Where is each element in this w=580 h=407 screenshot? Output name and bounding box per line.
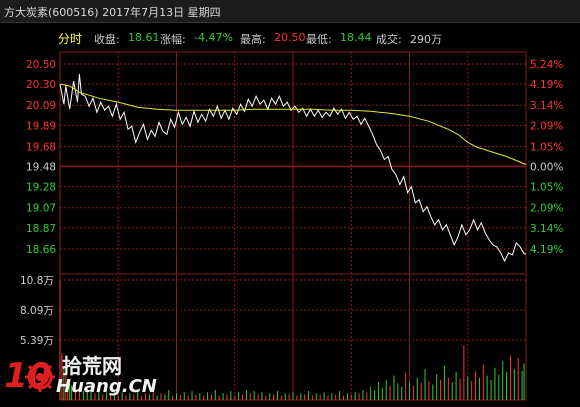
percent-tick-label: 2.09% bbox=[530, 203, 563, 215]
price-tick-label: 19.48 bbox=[26, 162, 56, 174]
volume-tick-label: 8.09万 bbox=[20, 305, 54, 317]
percent-tick-label: 5.24% bbox=[530, 59, 563, 71]
stock-name: 方大炭素 bbox=[4, 6, 48, 19]
percent-tick-label: 4.19% bbox=[530, 79, 563, 91]
price-line bbox=[59, 74, 526, 263]
title-bar: 方大炭素(600516) 2017年7月13日 星期四 bbox=[0, 0, 580, 23]
high-value: 20.50 bbox=[274, 31, 306, 44]
title-text: 方大炭素(600516) 2017年7月13日 星期四 bbox=[4, 4, 221, 20]
volume-tick-label: 5.39万 bbox=[20, 335, 54, 347]
volume-tick-label: 10.8万 bbox=[20, 275, 54, 287]
volume-label: 成交: bbox=[376, 33, 402, 46]
info-bar: 分时 收盘: 18.61 涨幅: -4.47% 最高: 20.50 最低: 18… bbox=[0, 31, 580, 47]
price-tick-label: 19.28 bbox=[26, 182, 56, 194]
change-label: 涨幅: bbox=[160, 33, 186, 46]
site-watermark: 10 拾荒网 Huang.CN bbox=[2, 350, 157, 404]
percent-tick-label: 1.05% bbox=[530, 182, 563, 194]
watermark-logo bbox=[25, 362, 55, 392]
watermark-number: 10 bbox=[4, 356, 52, 396]
percent-tick-label: 3.14% bbox=[530, 100, 563, 112]
price-tick-label: 19.89 bbox=[26, 120, 56, 132]
stock-code: (600516) bbox=[48, 6, 99, 19]
watermark-cn-text: 拾荒网 bbox=[62, 354, 122, 378]
volume-value: 290万 bbox=[410, 33, 442, 46]
low-label: 最低: bbox=[306, 33, 332, 46]
close-value: 18.61 bbox=[128, 31, 160, 44]
price-tick-label: 18.87 bbox=[26, 223, 56, 235]
price-tick-label: 19.68 bbox=[26, 141, 56, 153]
percent-tick-label: 4.19% bbox=[530, 244, 563, 256]
low-value: 18.44 bbox=[340, 31, 372, 44]
price-tick-label: 20.50 bbox=[26, 59, 56, 71]
change-value: -4.47% bbox=[194, 31, 233, 44]
price-tick-label: 20.30 bbox=[26, 79, 56, 91]
trade-date: 2017年7月13日 bbox=[102, 6, 185, 19]
average-price-line bbox=[59, 83, 527, 165]
mode-label[interactable]: 分时 bbox=[58, 32, 83, 46]
weekday: 星期四 bbox=[187, 6, 221, 19]
close-label: 收盘: bbox=[94, 33, 120, 46]
watermark-en-text: Huang.CN bbox=[56, 376, 157, 397]
percent-tick-label: 3.14% bbox=[530, 223, 563, 235]
high-label: 最高: bbox=[240, 33, 266, 46]
percent-tick-label: 1.05% bbox=[530, 141, 563, 153]
price-tick-label: 19.07 bbox=[26, 203, 56, 215]
percent-tick-label: 0.00% bbox=[530, 162, 563, 174]
price-tick-label: 18.66 bbox=[26, 244, 56, 256]
percent-tick-label: 2.09% bbox=[530, 120, 563, 132]
price-tick-label: 20.09 bbox=[26, 100, 56, 112]
